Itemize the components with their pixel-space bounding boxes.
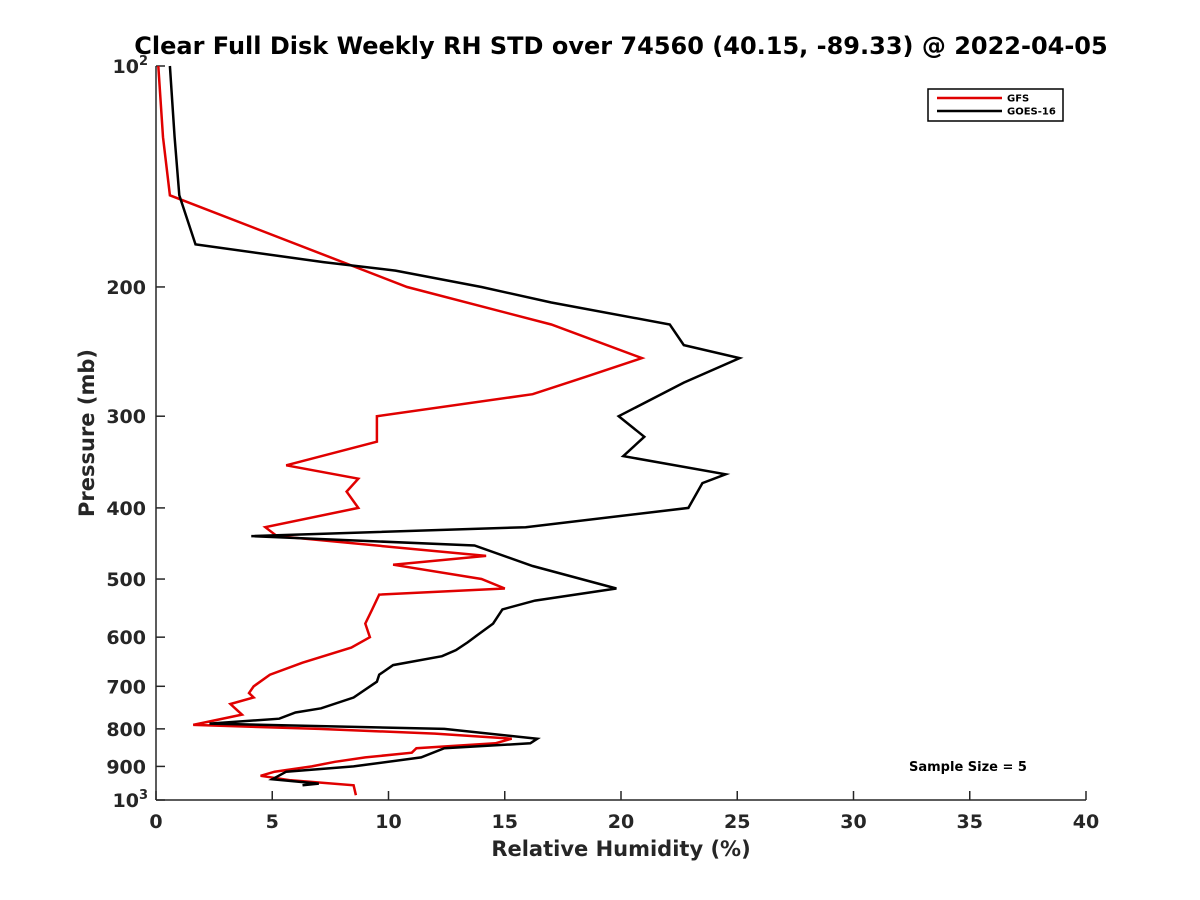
series-line-gfs (157, 65, 646, 796)
x-tick-label: 20 (608, 811, 634, 833)
legend-label-goes16: GOES-16 (1007, 107, 1056, 118)
axis-ticks: 0 5 10 15 20 25 30 35 40102200300400500600700800… (106, 54, 1099, 833)
y-tick-label: 700 (106, 676, 146, 698)
y-tick-exponent: 2 (139, 54, 148, 69)
y-tick-exponent: 3 (139, 788, 148, 803)
x-tick-label: 30 (840, 811, 866, 833)
x-tick-label: 25 (724, 811, 750, 833)
y-tick-label: 400 (106, 498, 146, 520)
y-tick-label: 200 (106, 277, 146, 299)
x-tick-label: 0 (149, 811, 162, 833)
y-tick-label: 800 (106, 719, 146, 741)
series-lines (157, 65, 744, 796)
sample-size-annotation: Sample Size = 5 (909, 760, 1027, 775)
legend: GFS GOES-16 (927, 88, 1064, 122)
y-tick-label: 900 (106, 756, 146, 778)
y-tick-base: 10 (113, 790, 139, 812)
x-axis-label: Relative Humidity (%) (491, 837, 750, 861)
axes-frame (155, 66, 1086, 801)
chart-title: Clear Full Disk Weekly RH STD over 74560… (134, 32, 1107, 60)
y-tick-base: 10 (113, 56, 139, 78)
x-tick-label: 5 (266, 811, 279, 833)
y-axis-label: Pressure (mb) (75, 349, 99, 517)
y-tick-label: 102 (113, 54, 149, 78)
y-tick-label: 500 (106, 569, 146, 591)
legend-box (927, 88, 1064, 122)
x-tick-label: 35 (957, 811, 983, 833)
series-line-goes16 (168, 65, 744, 787)
legend-label-gfs: GFS (1007, 94, 1029, 105)
x-tick-label: 10 (375, 811, 401, 833)
x-tick-label: 15 (492, 811, 518, 833)
y-tick-label: 300 (106, 406, 146, 428)
x-tick-label: 40 (1073, 811, 1099, 833)
y-tick-label: 600 (106, 627, 146, 649)
y-tick-label: 103 (113, 788, 149, 812)
